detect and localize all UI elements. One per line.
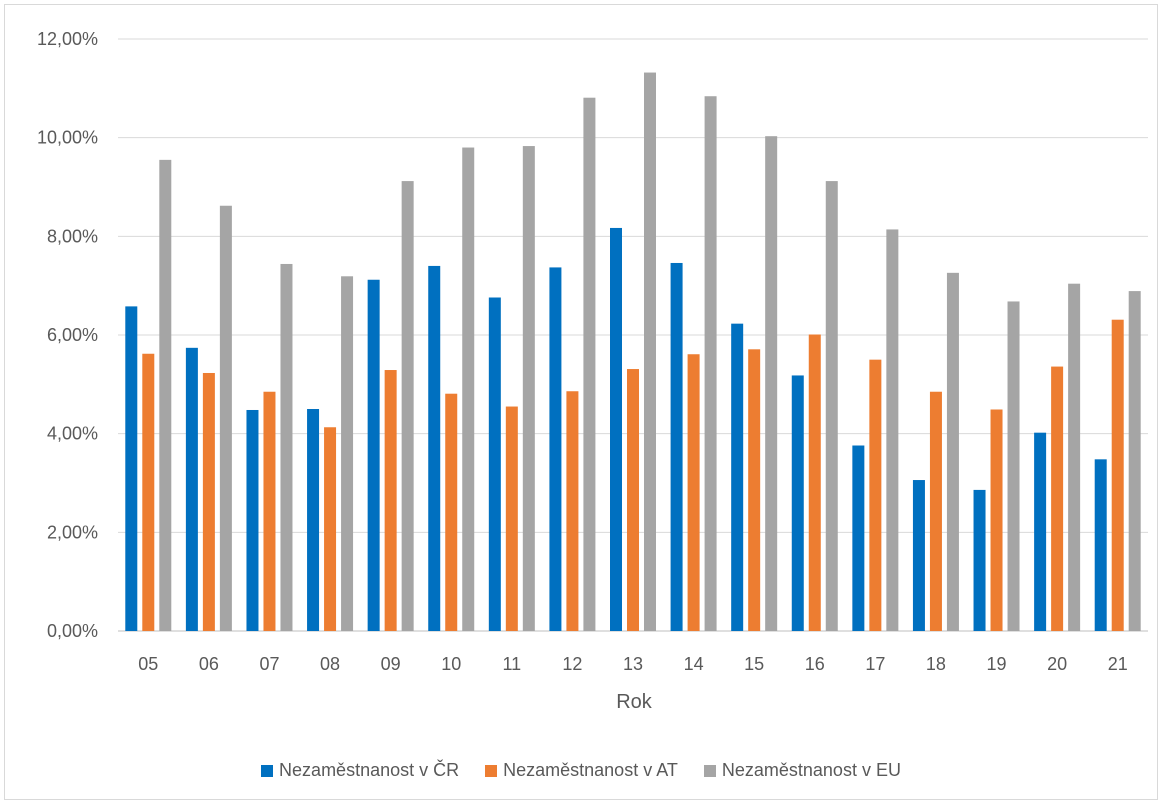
y-tick-label: 0,00% — [47, 621, 98, 641]
bar — [566, 391, 579, 631]
bar — [428, 265, 441, 631]
bar — [583, 97, 596, 631]
bar — [886, 229, 899, 631]
x-tick-label: 19 — [987, 654, 1007, 674]
x-tick-label: 17 — [865, 654, 885, 674]
x-tick-label: 10 — [441, 654, 461, 674]
y-axis-ticks: 0,00% 2,00% 4,00% 6,00% 8,00% 10,00% 12,00% — [37, 29, 98, 641]
x-tick-label: 05 — [138, 654, 158, 674]
y-tick-label: 4,00% — [47, 424, 98, 444]
chart-plot: 0,00% 2,00% 4,00% 6,00% 8,00% 10,00% 12,00% 05… — [37, 29, 1148, 713]
bar — [445, 393, 458, 631]
bar — [219, 205, 232, 631]
bar — [1007, 301, 1020, 631]
bar — [731, 323, 744, 631]
x-tick-label: 21 — [1108, 654, 1128, 674]
bar — [791, 375, 804, 631]
y-tick-label: 12,00% — [37, 29, 98, 49]
legend-label: Nezaměstnanost v AT — [503, 760, 678, 780]
bar — [324, 427, 337, 631]
x-tick-label: 18 — [926, 654, 946, 674]
bar — [1094, 459, 1107, 631]
bar — [125, 306, 138, 631]
bar — [185, 347, 198, 631]
legend-swatch — [261, 764, 274, 777]
bar — [462, 147, 475, 632]
bar — [307, 409, 320, 631]
bar — [912, 480, 925, 631]
bar — [522, 146, 535, 631]
x-tick-label: 06 — [199, 654, 219, 674]
bar — [549, 267, 562, 631]
legend-swatch — [703, 764, 716, 777]
bar — [808, 334, 821, 631]
bar — [869, 359, 882, 631]
bar — [142, 353, 155, 631]
bar — [1034, 432, 1047, 631]
x-tick-label: 09 — [381, 654, 401, 674]
y-tick-label: 6,00% — [47, 325, 98, 345]
bar — [1128, 291, 1141, 631]
x-tick-label: 12 — [562, 654, 582, 674]
bar — [644, 72, 656, 631]
x-tick-label: 15 — [744, 654, 764, 674]
x-tick-label: 08 — [320, 654, 340, 674]
bar — [748, 349, 761, 631]
legend-swatch — [485, 764, 498, 777]
x-tick-label: 07 — [259, 654, 279, 674]
bar — [401, 181, 414, 631]
y-tick-label: 2,00% — [47, 522, 98, 542]
bar — [263, 391, 276, 631]
bar — [610, 227, 622, 632]
bars — [125, 72, 1141, 632]
bar — [1051, 366, 1064, 631]
bar — [990, 409, 1003, 631]
bar — [765, 136, 778, 632]
bar — [367, 279, 380, 631]
legend: Nezaměstnanost v ČR Nezaměstnanost v AT Ne… — [0, 760, 1162, 781]
bar — [946, 272, 959, 631]
x-axis-title: Rok — [616, 691, 653, 713]
bar — [1068, 283, 1081, 631]
legend-item: Nezaměstnanost v AT — [485, 760, 678, 781]
x-tick-label: 16 — [805, 654, 825, 674]
bar — [852, 445, 865, 631]
x-tick-label: 11 — [502, 654, 521, 674]
bar — [488, 297, 501, 631]
bar — [973, 489, 986, 631]
bar — [246, 409, 259, 631]
bar — [505, 406, 518, 631]
bar — [1111, 319, 1124, 631]
legend-item: Nezaměstnanost v ČR — [261, 760, 459, 781]
x-tick-label: 20 — [1047, 654, 1067, 674]
y-tick-label: 10,00% — [37, 128, 98, 148]
x-tick-label: 14 — [684, 654, 704, 674]
bar — [670, 262, 683, 631]
bar — [825, 181, 838, 631]
legend-item: Nezaměstnanost v EU — [703, 760, 901, 781]
bar — [687, 354, 700, 631]
x-axis-ticks: 05 06 07 08 09 10 11 12 13 14 15 16 17 18 19 20 21 — [138, 654, 1127, 674]
bar — [280, 263, 293, 631]
bar — [627, 369, 639, 631]
bar — [341, 276, 354, 631]
y-tick-label: 8,00% — [47, 226, 98, 246]
bar — [202, 372, 215, 631]
bar — [929, 391, 942, 631]
bar — [384, 370, 397, 631]
bar — [159, 159, 172, 631]
bar — [704, 96, 717, 631]
x-tick-label: 13 — [623, 654, 643, 674]
legend-label: Nezaměstnanost v EU — [721, 760, 901, 780]
legend-label: Nezaměstnanost v ČR — [279, 760, 460, 780]
